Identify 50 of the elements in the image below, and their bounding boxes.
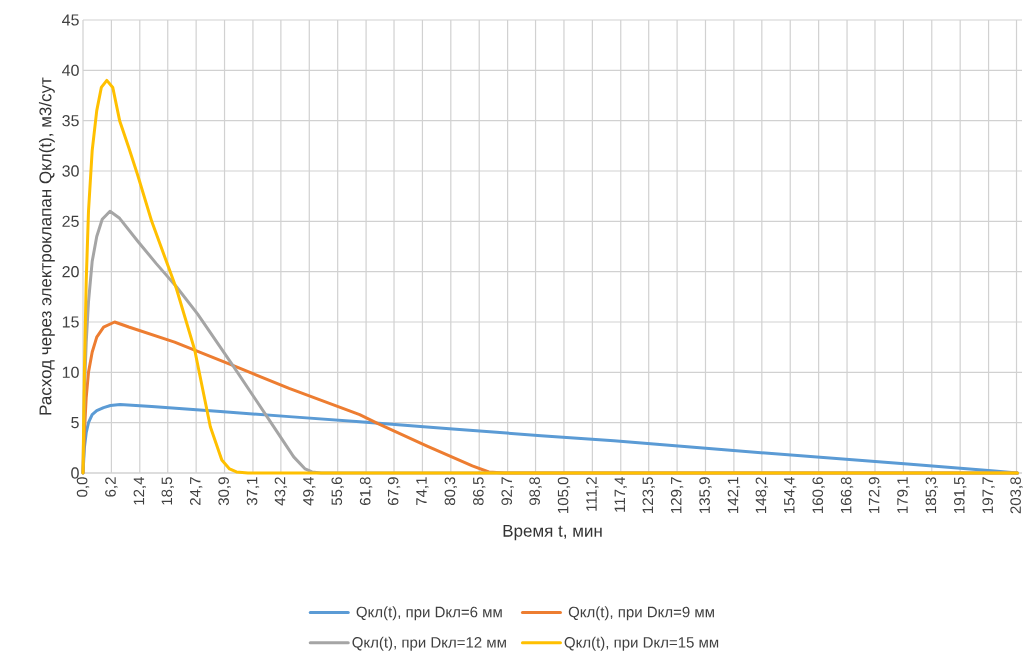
legend-label: Qкл(t), при Dкл=15 мм	[564, 636, 719, 651]
x-tick-label: 117,4	[614, 476, 627, 512]
x-tick-label: 37,1	[246, 477, 260, 506]
x-tick-label: 105,0	[557, 477, 571, 513]
legend-label: Qкл(t), при Dкл=9 мм	[568, 606, 714, 621]
y-tick-label: 25	[62, 215, 79, 227]
y-tick-label: 30	[62, 165, 79, 177]
x-axis-title: Время t, мин	[503, 524, 602, 541]
x-tick-label: 12,4	[133, 476, 146, 505]
x-tick-label: 148,2	[755, 477, 769, 513]
x-tick-label: 154,4	[784, 476, 797, 513]
y-tick-label: 10	[62, 366, 79, 378]
x-tick-label: 30,9	[218, 477, 231, 506]
x-tick-label: 86,5	[473, 477, 486, 506]
legend-label: Qкл(t), при Dкл=12 мм	[352, 636, 506, 651]
x-tick-label: 185,3	[925, 477, 938, 513]
x-tick-label: 179,1	[897, 477, 910, 513]
y-tick-label: 35	[62, 115, 79, 127]
legend-label: Qкл(t), при Dкл=6 мм	[356, 606, 502, 621]
x-tick-label: 24,7	[189, 477, 203, 505]
y-axis-title: Расход через электроклапан Qкл(t), м3/сут	[38, 77, 55, 415]
x-tick-label: 80,3	[444, 477, 458, 506]
y-tick-label: 45	[62, 14, 79, 26]
x-tick-label: 129,7	[670, 477, 684, 513]
y-tick-label: 0	[71, 467, 79, 479]
x-tick-label: 18,5	[161, 477, 174, 505]
x-tick-label: 6,2	[105, 477, 118, 497]
x-tick-label: 123,5	[642, 477, 655, 513]
x-tick-label: 49,4	[303, 476, 316, 506]
x-tick-label: 67,9	[387, 477, 401, 505]
x-tick-label: 191,5	[953, 477, 967, 513]
x-tick-label: 111,2	[586, 477, 599, 511]
x-tick-label: 135,9	[699, 477, 712, 513]
y-tick-label: 40	[62, 64, 79, 76]
x-tick-label: 172,9	[868, 477, 882, 513]
x-tick-label: 55,6	[331, 477, 344, 506]
x-tick-label: 43,2	[274, 477, 288, 506]
y-tick-label: 5	[71, 417, 79, 429]
x-tick-label: 0,0	[76, 477, 90, 497]
y-tick-label: 20	[62, 266, 79, 278]
x-tick-label: 166,8	[840, 477, 854, 513]
x-tick-label: 197,7	[982, 477, 995, 513]
x-tick-label: 61,8	[359, 477, 373, 505]
x-tick-label: 98,8	[529, 477, 542, 506]
y-tick-label: 15	[62, 316, 79, 328]
x-tick-label: 203,8	[1010, 477, 1023, 514]
x-tick-label: 142,1	[727, 477, 741, 513]
x-tick-label: 74,1	[416, 477, 429, 505]
x-tick-label: 92,7	[501, 477, 514, 506]
x-tick-label: 160,6	[812, 477, 825, 513]
